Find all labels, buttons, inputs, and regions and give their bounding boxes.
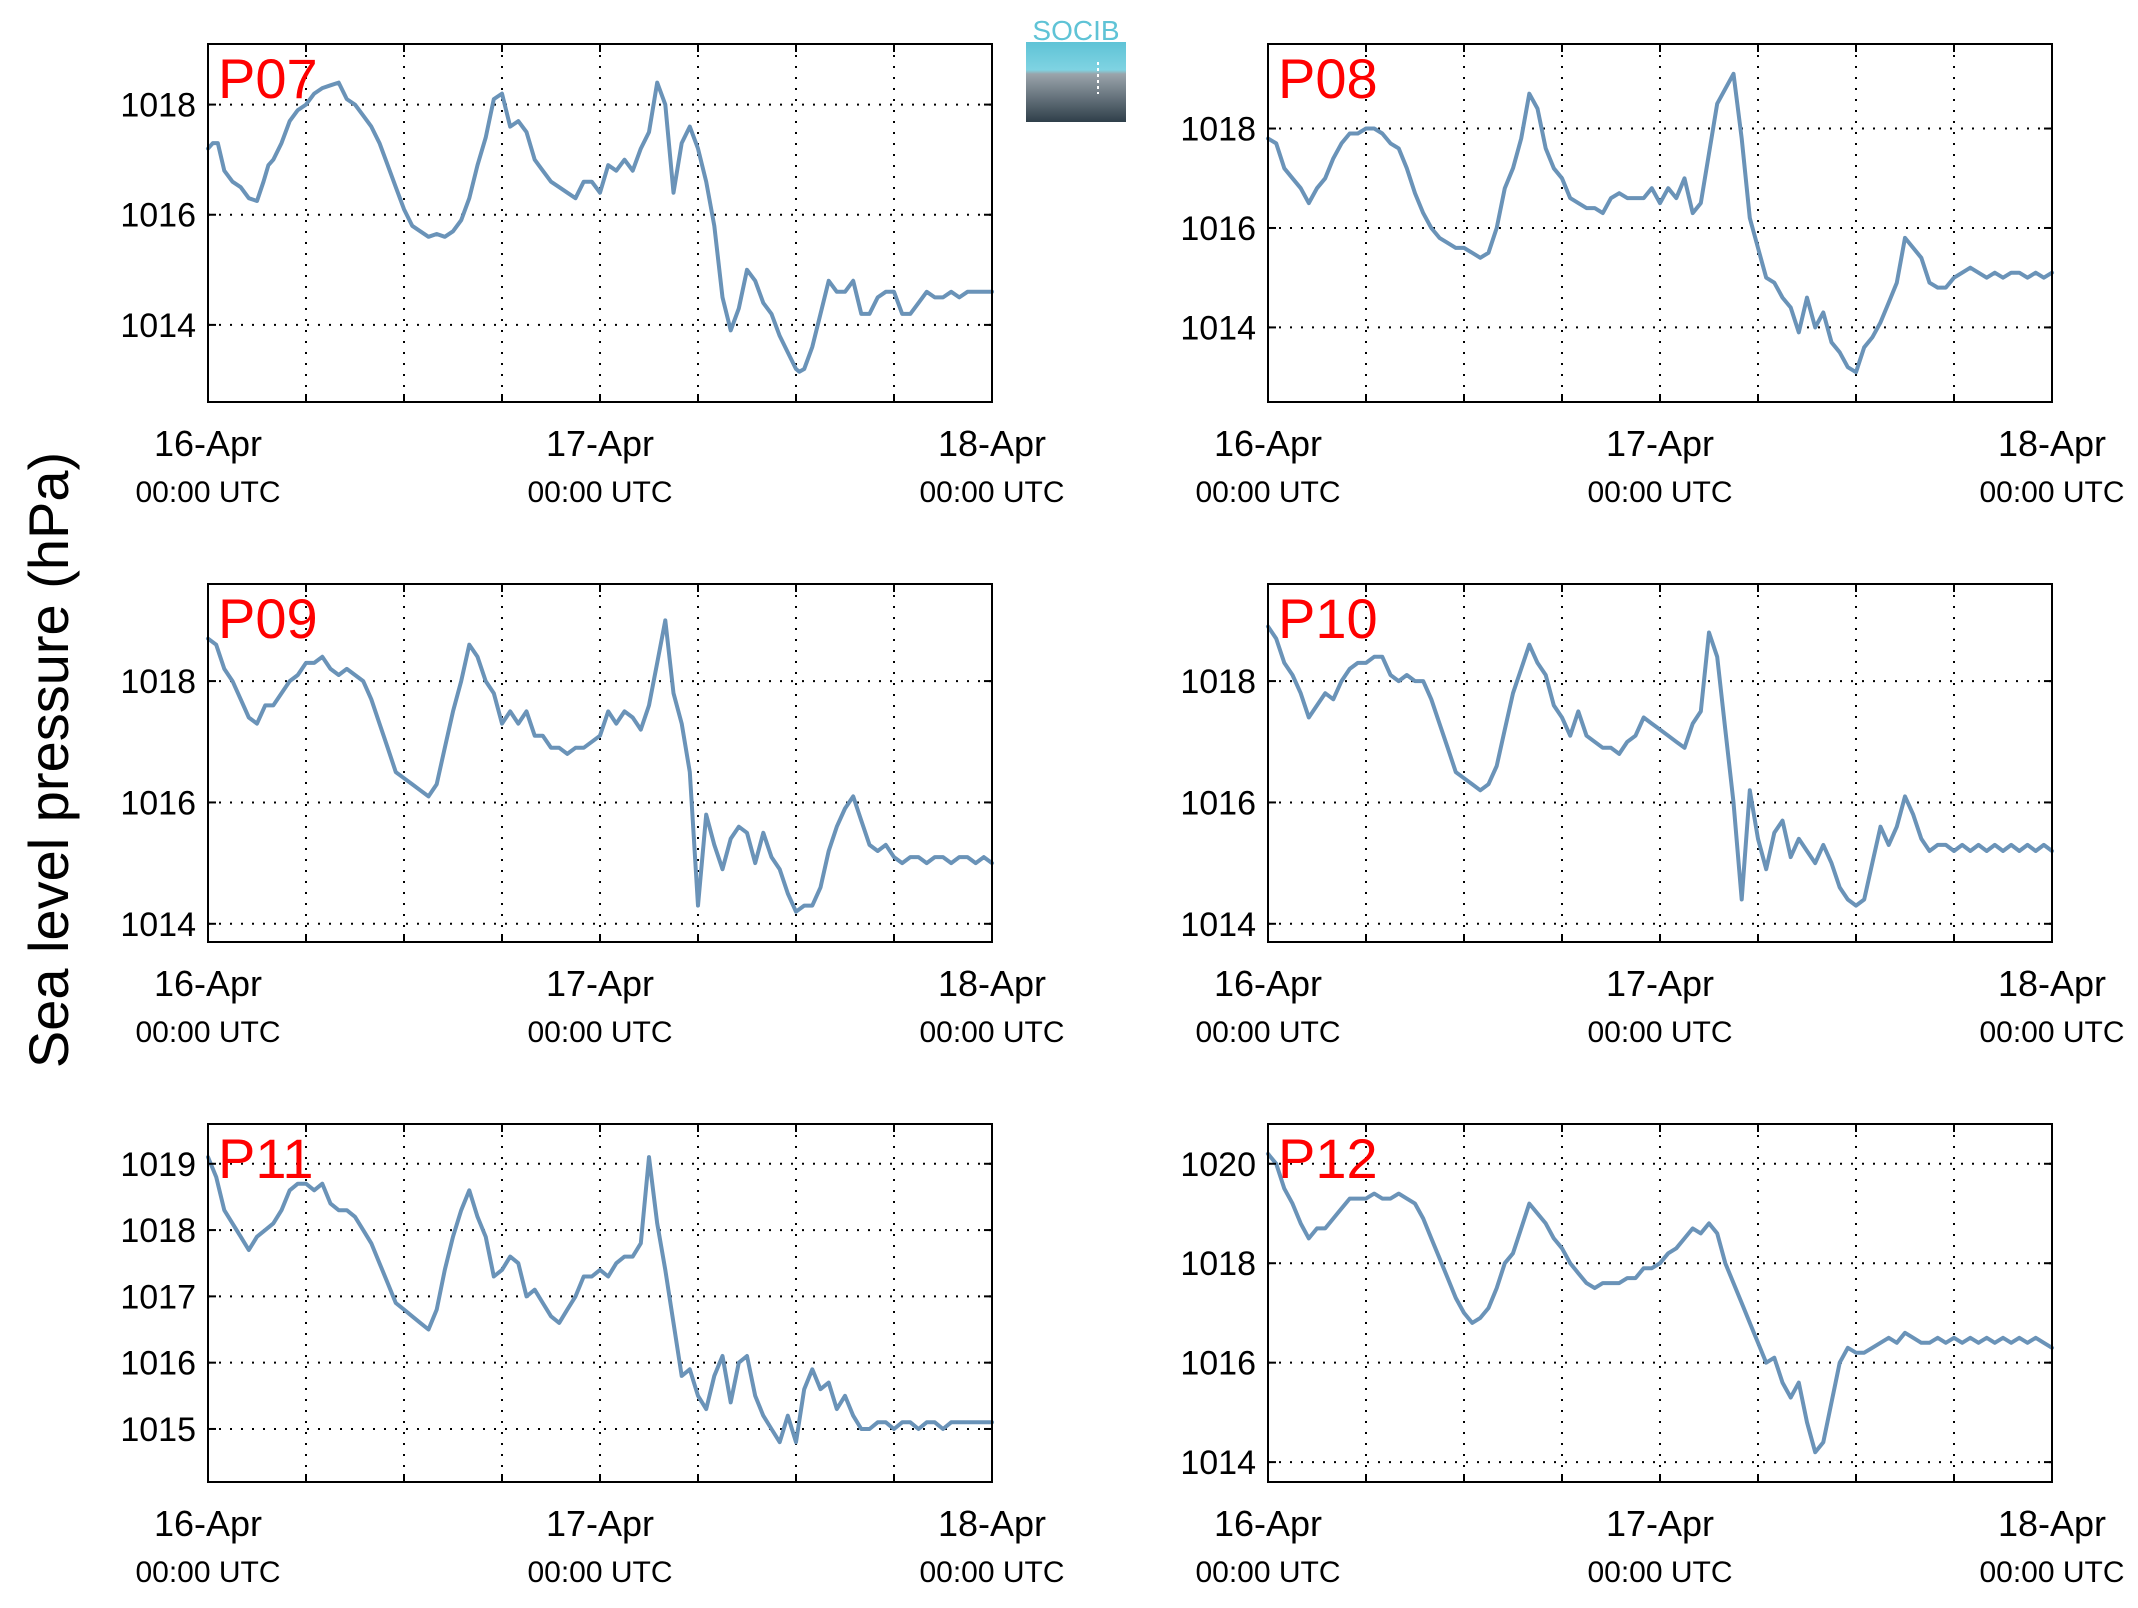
y-tick-label: 1018	[120, 87, 196, 125]
series-line-p10	[1266, 624, 2054, 908]
series-line-p11	[206, 1155, 994, 1445]
y-tick-label: 1016	[120, 197, 196, 235]
y-tick-label: 1016	[120, 784, 196, 822]
x-tick-label: 16-Apr	[1214, 423, 1322, 464]
panel-title: P10	[1278, 587, 1378, 650]
y-axis-label: Sea level pressure (hPa)	[17, 452, 80, 1068]
y-tick-label: 1014	[120, 307, 196, 345]
x-tick-label: 17-Apr	[546, 963, 654, 1004]
axes-frame	[1267, 1123, 2053, 1483]
axes-frame	[207, 583, 993, 943]
y-tick-label: 1015	[120, 1411, 196, 1449]
x-tick-label: 17-Apr	[1606, 1503, 1714, 1544]
y-tick-label: 1018	[120, 1212, 196, 1250]
x-tick-label: 16-Apr	[154, 963, 262, 1004]
series-line-p09	[206, 618, 994, 914]
panel-p07: 16-Apr 00:00 UTC 17-Apr 00:00 UTC 18-Apr 00:0…	[120, 43, 1065, 509]
y-tick-label: 1014	[120, 906, 196, 944]
x-tick-sublabel: 00:00 UTC	[1195, 1016, 1340, 1049]
x-tick-sublabel: 00:00 UTC	[1979, 1556, 2124, 1589]
x-tick-sublabel: 00:00 UTC	[1195, 1556, 1340, 1589]
y-tick-label: 1018	[120, 663, 196, 701]
y-tick-label: 1016	[1180, 210, 1256, 248]
y-tick-label: 1018	[1180, 663, 1256, 701]
axes-frame	[1267, 43, 2053, 403]
x-tick-sublabel: 00:00 UTC	[135, 1016, 280, 1049]
x-tick-label: 18-Apr	[1998, 423, 2106, 464]
x-tick-label: 16-Apr	[154, 1503, 262, 1544]
series-line-p07	[206, 80, 994, 374]
panel-title: P07	[218, 47, 318, 110]
panel-p12: 16-Apr 00:00 UTC 17-Apr 00:00 UTC 18-Apr 00:0…	[1180, 1123, 2125, 1589]
y-tick-label: 1016	[1180, 1345, 1256, 1383]
x-tick-sublabel: 00:00 UTC	[919, 1556, 1064, 1589]
panel-p08: 16-Apr 00:00 UTC 17-Apr 00:00 UTC 18-Apr 00:0…	[1180, 43, 2125, 509]
x-tick-sublabel: 00:00 UTC	[527, 1556, 672, 1589]
y-tick-label: 1016	[120, 1345, 196, 1383]
x-tick-label: 17-Apr	[1606, 423, 1714, 464]
x-tick-label: 18-Apr	[938, 423, 1046, 464]
x-tick-sublabel: 00:00 UTC	[135, 1556, 280, 1589]
x-tick-label: 17-Apr	[1606, 963, 1714, 1004]
series-line-p12	[1266, 1151, 2054, 1455]
x-tick-label: 18-Apr	[1998, 963, 2106, 1004]
y-tick-label: 1014	[1180, 309, 1256, 347]
logo-block-icon	[1026, 42, 1126, 122]
x-tick-sublabel: 00:00 UTC	[1979, 476, 2124, 509]
x-tick-label: 16-Apr	[1214, 963, 1322, 1004]
x-tick-label: 17-Apr	[546, 1503, 654, 1544]
panel-title: P09	[218, 587, 318, 650]
panel-title: P11	[218, 1127, 313, 1190]
x-tick-sublabel: 00:00 UTC	[1195, 476, 1340, 509]
y-tick-label: 1020	[1180, 1146, 1256, 1184]
socib-logo: SOCIB	[1026, 14, 1126, 122]
x-tick-label: 18-Apr	[1998, 1503, 2106, 1544]
x-tick-sublabel: 00:00 UTC	[1587, 1556, 1732, 1589]
axes-frame	[207, 1123, 993, 1483]
x-tick-label: 16-Apr	[154, 423, 262, 464]
logo-text: SOCIB	[1032, 15, 1119, 46]
y-tick-label: 1019	[120, 1146, 196, 1184]
panel-p10: 16-Apr 00:00 UTC 17-Apr 00:00 UTC 18-Apr 00:0…	[1180, 583, 2125, 1049]
panel-title: P08	[1278, 47, 1378, 110]
x-tick-label: 17-Apr	[546, 423, 654, 464]
x-tick-label: 18-Apr	[938, 963, 1046, 1004]
x-tick-sublabel: 00:00 UTC	[1587, 1016, 1732, 1049]
x-tick-label: 18-Apr	[938, 1503, 1046, 1544]
x-tick-sublabel: 00:00 UTC	[527, 1016, 672, 1049]
x-tick-sublabel: 00:00 UTC	[919, 1016, 1064, 1049]
axes-frame	[207, 43, 993, 403]
panel-title: P12	[1278, 1127, 1378, 1190]
x-tick-label: 16-Apr	[1214, 1503, 1322, 1544]
axes-frame	[1267, 583, 2053, 943]
y-tick-label: 1014	[1180, 906, 1256, 944]
series-line-p08	[1266, 71, 2054, 375]
x-tick-sublabel: 00:00 UTC	[135, 476, 280, 509]
y-tick-label: 1014	[1180, 1444, 1256, 1482]
panel-p11: 16-Apr 00:00 UTC 17-Apr 00:00 UTC 18-Apr 00:0…	[120, 1123, 1065, 1589]
x-tick-sublabel: 00:00 UTC	[919, 476, 1064, 509]
x-tick-sublabel: 00:00 UTC	[1587, 476, 1732, 509]
y-tick-label: 1018	[1180, 111, 1256, 149]
y-tick-label: 1017	[120, 1278, 196, 1316]
x-tick-sublabel: 00:00 UTC	[527, 476, 672, 509]
y-tick-label: 1018	[1180, 1245, 1256, 1283]
panel-p09: 16-Apr 00:00 UTC 17-Apr 00:00 UTC 18-Apr 00:0…	[120, 583, 1065, 1049]
x-tick-sublabel: 00:00 UTC	[1979, 1016, 2124, 1049]
y-tick-label: 1016	[1180, 784, 1256, 822]
